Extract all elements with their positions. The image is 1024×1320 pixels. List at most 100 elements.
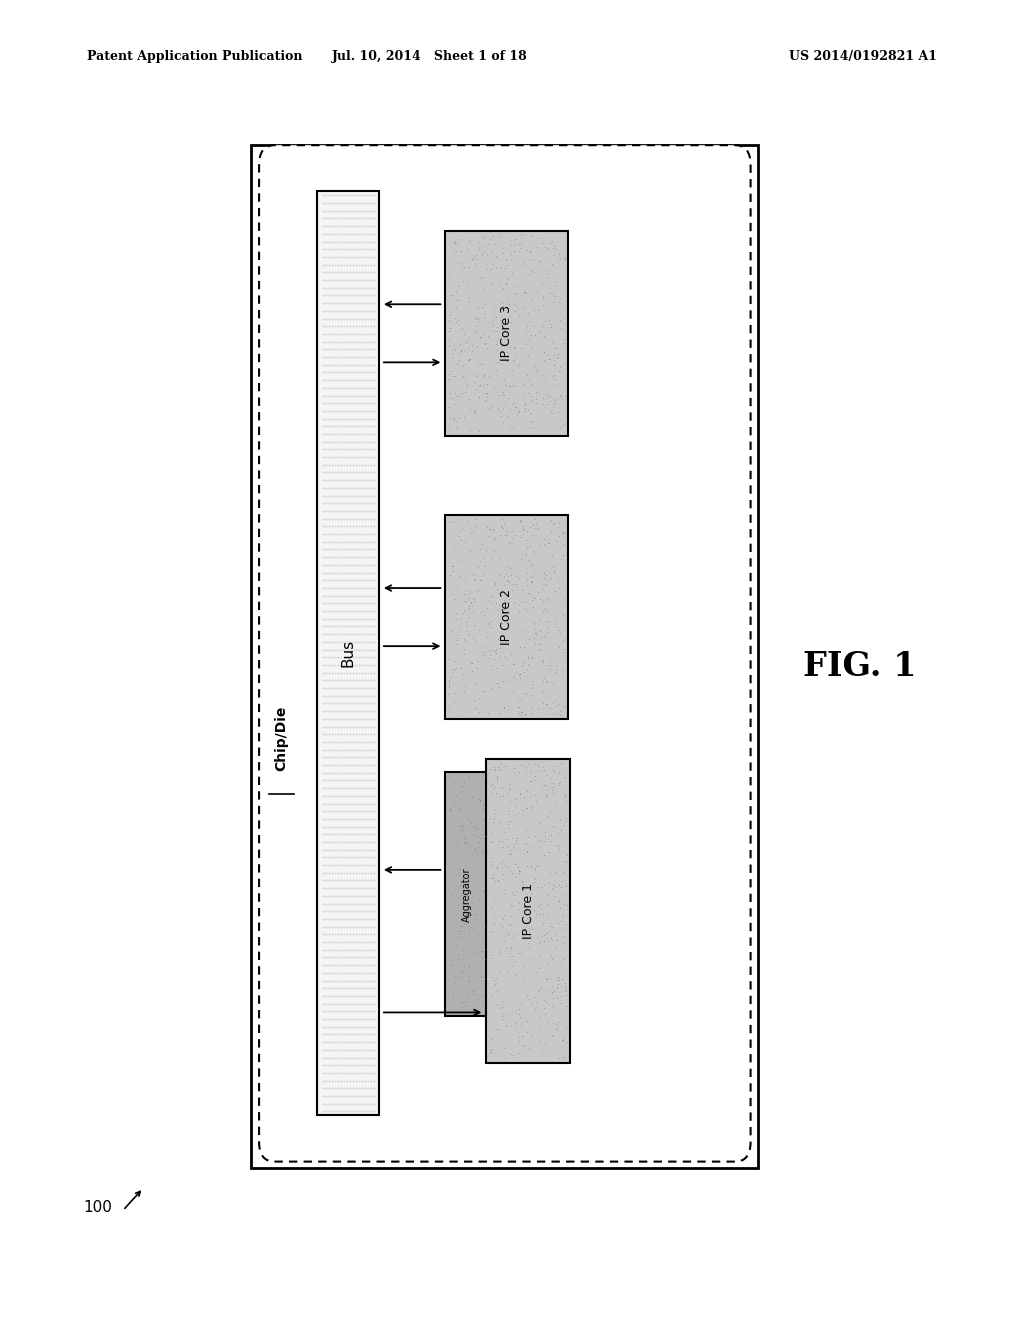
Point: [490, 830, 507, 851]
Point: [475, 795, 492, 816]
Point: [551, 875, 567, 896]
Point: [508, 833, 524, 854]
Point: [520, 911, 537, 932]
Point: [506, 338, 522, 359]
Point: [550, 388, 566, 409]
Point: [541, 348, 557, 370]
Point: [440, 684, 457, 705]
Point: [503, 249, 519, 271]
Point: [449, 385, 465, 407]
Point: [466, 903, 482, 924]
Point: [506, 925, 522, 946]
Point: [513, 1011, 529, 1032]
Point: [441, 805, 458, 826]
Point: [475, 548, 492, 569]
Point: [460, 623, 476, 644]
Point: [474, 587, 490, 609]
Point: [453, 657, 469, 678]
Point: [455, 911, 471, 932]
Point: [545, 330, 561, 351]
Point: [467, 780, 483, 801]
Point: [535, 601, 551, 622]
Point: [558, 791, 574, 812]
Point: [493, 517, 509, 539]
Point: [465, 521, 481, 543]
Point: [514, 591, 530, 612]
Point: [514, 338, 530, 359]
Point: [461, 597, 477, 618]
Point: [441, 676, 458, 697]
Point: [534, 803, 550, 824]
Point: [486, 573, 503, 594]
Point: [502, 861, 518, 882]
Point: [518, 841, 535, 862]
Point: [544, 783, 560, 804]
Point: [461, 607, 477, 628]
Point: [527, 622, 544, 643]
Point: [454, 339, 470, 360]
Point: [477, 293, 494, 314]
Point: [447, 339, 464, 360]
Point: [538, 1032, 554, 1053]
Point: [496, 384, 512, 405]
Point: [463, 523, 479, 544]
Point: [503, 843, 519, 865]
Point: [511, 762, 527, 783]
Point: [522, 280, 539, 301]
Point: [468, 630, 484, 651]
Point: [486, 777, 503, 799]
Point: [525, 524, 542, 545]
Point: [455, 941, 471, 962]
Point: [441, 866, 458, 887]
Point: [535, 314, 551, 335]
Point: [503, 915, 519, 936]
Point: [463, 652, 479, 673]
Point: [502, 337, 518, 358]
Point: [476, 564, 493, 585]
Point: [480, 612, 497, 634]
Point: [484, 857, 501, 878]
Point: [445, 659, 462, 680]
Point: [546, 388, 562, 409]
Point: [554, 904, 570, 925]
Point: [526, 562, 543, 583]
Point: [485, 348, 502, 370]
Point: [536, 668, 552, 689]
Point: [475, 375, 492, 396]
Point: [546, 702, 562, 723]
Point: [460, 348, 476, 370]
Point: [459, 330, 475, 351]
Text: 100: 100: [84, 1200, 113, 1216]
Point: [497, 374, 513, 395]
Point: [525, 664, 542, 685]
Point: [474, 227, 490, 248]
Point: [518, 282, 535, 304]
Point: [461, 956, 477, 977]
Point: [461, 292, 477, 313]
Point: [458, 832, 474, 853]
Point: [525, 671, 542, 692]
Point: [471, 789, 487, 810]
Point: [519, 684, 536, 705]
Point: [506, 758, 522, 779]
Point: [449, 252, 465, 273]
Point: [454, 550, 470, 572]
Point: [449, 297, 465, 318]
Point: [497, 821, 513, 842]
Point: [517, 395, 534, 416]
Point: [529, 640, 546, 661]
Point: [508, 880, 524, 902]
Point: [554, 870, 570, 891]
Point: [486, 573, 503, 594]
Point: [515, 799, 531, 820]
Point: [512, 636, 528, 657]
Point: [543, 916, 559, 937]
Point: [468, 253, 484, 275]
Point: [538, 569, 554, 590]
Point: [469, 335, 485, 356]
Point: [465, 787, 481, 808]
Point: [456, 591, 472, 612]
Point: [519, 648, 536, 669]
Point: [525, 565, 542, 586]
Point: [457, 913, 473, 935]
